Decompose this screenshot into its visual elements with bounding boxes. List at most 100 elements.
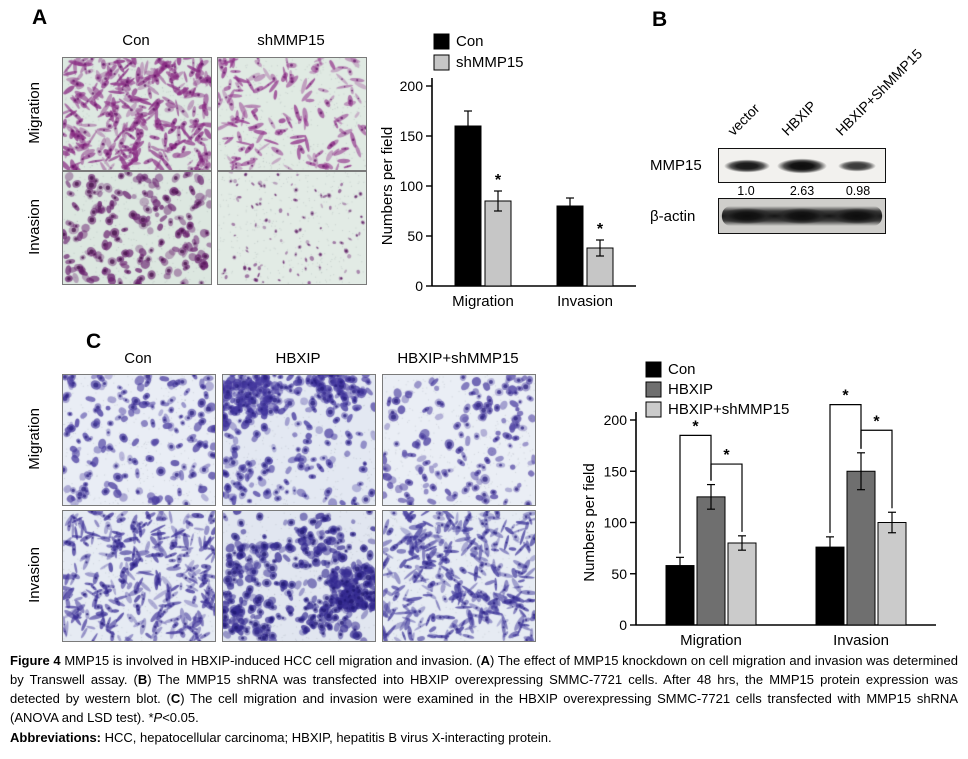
x-category-label: Migration bbox=[680, 632, 742, 649]
sig-star: * bbox=[873, 413, 880, 430]
x-category-label: Migration bbox=[452, 293, 514, 310]
sig-bracket bbox=[829, 404, 862, 533]
figure-caption: Figure 4 MMP15 is involved in HBXIP-indu… bbox=[10, 652, 958, 748]
sig-bracket bbox=[710, 463, 743, 532]
y-tick-label: 100 bbox=[400, 178, 424, 194]
lane-label-hbxip-shmmp15: HBXIP+ShMMP15 bbox=[832, 45, 926, 139]
bar-con-invasion bbox=[556, 205, 584, 287]
blot-band bbox=[838, 160, 877, 171]
caption-segment: P bbox=[153, 709, 163, 725]
caption-abbreviations: Abbreviations: HCC, hepatocellular carci… bbox=[10, 729, 958, 748]
legend-shmmp15-swatch bbox=[433, 54, 450, 71]
bar-con-migration bbox=[665, 565, 695, 626]
micrograph-a-invasion-shmmp15 bbox=[217, 171, 367, 285]
micrograph-c-invasion-hbxip bbox=[222, 510, 376, 642]
y-tick-label: 200 bbox=[400, 78, 424, 94]
y-tick-label: 50 bbox=[611, 566, 627, 582]
caption-segment: A bbox=[480, 653, 490, 668]
panel-a-row-invasion: Invasion bbox=[24, 171, 44, 283]
panel-c-row-invasion: Invasion bbox=[24, 510, 44, 640]
mmp15-value-vector: 1.0 bbox=[737, 184, 755, 198]
caption-segment: C bbox=[170, 690, 181, 706]
y-tick-label: 200 bbox=[604, 412, 628, 428]
lane-label-hbxip: HBXIP bbox=[778, 97, 820, 139]
sig-star: * bbox=[723, 447, 730, 464]
caption-segment: Figure 4 bbox=[10, 653, 65, 668]
sig-bracket bbox=[860, 429, 893, 509]
micrograph-a-invasion-con bbox=[62, 171, 212, 285]
bar-shmmp15-migration bbox=[484, 200, 512, 287]
x-category-label: Invasion bbox=[557, 293, 613, 310]
sig-star: * bbox=[597, 221, 604, 238]
caption-segment: ) The effect of MMP15 knockdown on cell … bbox=[10, 653, 958, 687]
blot-band bbox=[723, 159, 770, 172]
micrograph-c-invasion-con bbox=[62, 510, 216, 642]
y-tick-label: 150 bbox=[400, 128, 424, 144]
sig-star: * bbox=[692, 418, 699, 435]
panelC-chart: 0 50 100 150 200 Numbers per field Migration In… bbox=[581, 361, 936, 649]
legend-con-swatch bbox=[433, 33, 450, 50]
bar-hbxip-shmmp15-invasion bbox=[877, 522, 907, 626]
blot-band bbox=[777, 158, 827, 173]
bar-hbxip-invasion bbox=[846, 470, 876, 626]
caption-segment: MMP15 is involved in HBXIP-induced HCC c… bbox=[64, 653, 481, 668]
caption-segment: <0.05. bbox=[162, 709, 199, 725]
mmp15-band-quantification: 1.0 2.63 0.98 bbox=[718, 184, 886, 198]
mmp15-protein-label: MMP15 bbox=[650, 157, 702, 174]
y-tick-label: 150 bbox=[604, 463, 628, 479]
legend-hbxip-label: HBXIP bbox=[668, 381, 713, 398]
caption-text: Figure 4 MMP15 is involved in HBXIP-indu… bbox=[10, 652, 958, 727]
panel-a-row-invasion-label: Invasion bbox=[25, 199, 43, 255]
beta-actin-protein-label: β-actin bbox=[650, 208, 696, 225]
beta-actin-blot bbox=[718, 198, 886, 234]
y-tick-label: 100 bbox=[604, 515, 628, 531]
bar-con-migration bbox=[454, 125, 482, 287]
panel-c-label: C bbox=[86, 330, 102, 353]
legend-con-label: Con bbox=[456, 33, 484, 50]
panel-b-label: B bbox=[652, 8, 668, 31]
chart-a: 0 50 100 150 200 Numbers per field * Migration *… bbox=[378, 26, 644, 318]
mmp15-value-hbxip-shmmp15: 0.98 bbox=[845, 184, 871, 198]
legend-hbxip-shmmp15-label: HBXIP+shMMP15 bbox=[668, 401, 789, 418]
blot-band bbox=[719, 208, 774, 224]
micrograph-c-migration-hbxip bbox=[222, 374, 376, 506]
panel-c-row-invasion-label: Invasion bbox=[25, 547, 43, 603]
panel-c-header-hbxip: HBXIP bbox=[275, 350, 321, 367]
panel-c-row-migration: Migration bbox=[24, 374, 44, 504]
chart-c: 0 50 100 150 200 Numbers per field Migration In… bbox=[580, 358, 966, 658]
panel-a-label: A bbox=[32, 6, 48, 29]
micrograph-a-migration-shmmp15 bbox=[217, 57, 367, 171]
mmp15-value-hbxip: 2.63 bbox=[789, 184, 815, 198]
caption-segment: ) The cell migration and invasion were e… bbox=[10, 690, 958, 725]
blot-band bbox=[775, 208, 829, 224]
caption-segment: HCC, hepatocellular carcinoma; HBXIP, he… bbox=[104, 730, 552, 746]
legend-shmmp15-label: shMMP15 bbox=[456, 54, 524, 71]
micrograph-c-migration-con bbox=[62, 374, 216, 506]
legend-con-swatch bbox=[645, 361, 662, 378]
legend-con-label: Con bbox=[668, 361, 696, 378]
panel-a-row-migration: Migration bbox=[24, 57, 44, 169]
y-tick-label: 50 bbox=[407, 228, 423, 244]
y-axis-label: Numbers per field bbox=[581, 463, 598, 581]
bar-shmmp15-invasion bbox=[586, 247, 614, 287]
sig-star: * bbox=[495, 172, 502, 189]
caption-segment: B bbox=[137, 671, 148, 687]
bar-hbxip-migration bbox=[696, 496, 726, 626]
legend-hbxip-shmmp15-swatch bbox=[645, 401, 662, 418]
panel-a-header-con: Con bbox=[122, 32, 150, 49]
panel-c-row-migration-label: Migration bbox=[25, 408, 43, 470]
y-tick-label: 0 bbox=[415, 278, 423, 294]
blot-band bbox=[830, 208, 885, 224]
y-axis-label: Numbers per field bbox=[379, 127, 396, 245]
caption-segment: ) The MMP15 shRNA was transfected into H… bbox=[10, 671, 958, 706]
mmp15-blot bbox=[718, 148, 886, 183]
bar-con-invasion bbox=[815, 546, 845, 626]
x-category-label: Invasion bbox=[833, 632, 889, 649]
panel-c-header-hbxip-shmmp15: HBXIP+shMMP15 bbox=[397, 350, 519, 367]
panel-c-header-con: Con bbox=[124, 350, 152, 367]
micrograph-a-migration-con bbox=[62, 57, 212, 171]
panel-a-header-shmmp15: shMMP15 bbox=[257, 32, 325, 49]
lane-label-vector: vector bbox=[724, 100, 763, 139]
panel-a-row-migration-label: Migration bbox=[25, 82, 43, 144]
